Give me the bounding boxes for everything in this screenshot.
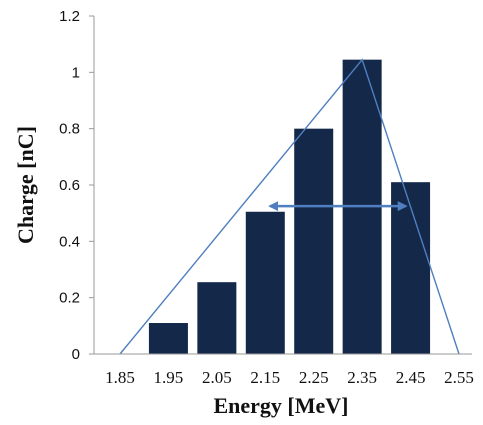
y-tick-labels: 0 0.2 0.4 0.6 0.8 1 1.2	[59, 8, 80, 363]
bar-2.05	[197, 282, 237, 354]
x-axis-title: Energy [MeV]	[213, 393, 348, 418]
y-tick-label: 0	[72, 346, 80, 363]
x-tick-label: 1.85	[105, 368, 135, 387]
axes	[89, 15, 472, 355]
envelope	[119, 58, 460, 355]
y-tick-label: 0.8	[59, 121, 80, 138]
x-tick-label: 2.05	[202, 368, 232, 387]
x-tick-label: 2.35	[347, 368, 377, 387]
x-tick-label: 2.45	[396, 368, 426, 387]
y-tick-label: 1	[72, 64, 80, 81]
y-tick-label: 1.2	[59, 8, 80, 25]
bar-2.25	[294, 128, 334, 354]
bar-1.95	[148, 323, 188, 354]
y-tick-label: 0.6	[59, 177, 80, 194]
envelope-line	[119, 58, 460, 355]
y-axis-title: Charge [nC]	[13, 126, 38, 244]
x-tick-label: 2.55	[444, 368, 474, 387]
x-tick-labels: 1.85 1.95 2.05 2.15 2.25 2.35 2.45 2.55	[105, 368, 474, 387]
x-tick-label: 2.25	[299, 368, 329, 387]
y-tick-label: 0.2	[59, 290, 80, 307]
bar-2.15	[245, 211, 285, 354]
x-tick-label: 2.15	[250, 368, 280, 387]
x-tick-label: 1.95	[154, 368, 184, 387]
y-tick-label: 0.4	[59, 233, 80, 250]
